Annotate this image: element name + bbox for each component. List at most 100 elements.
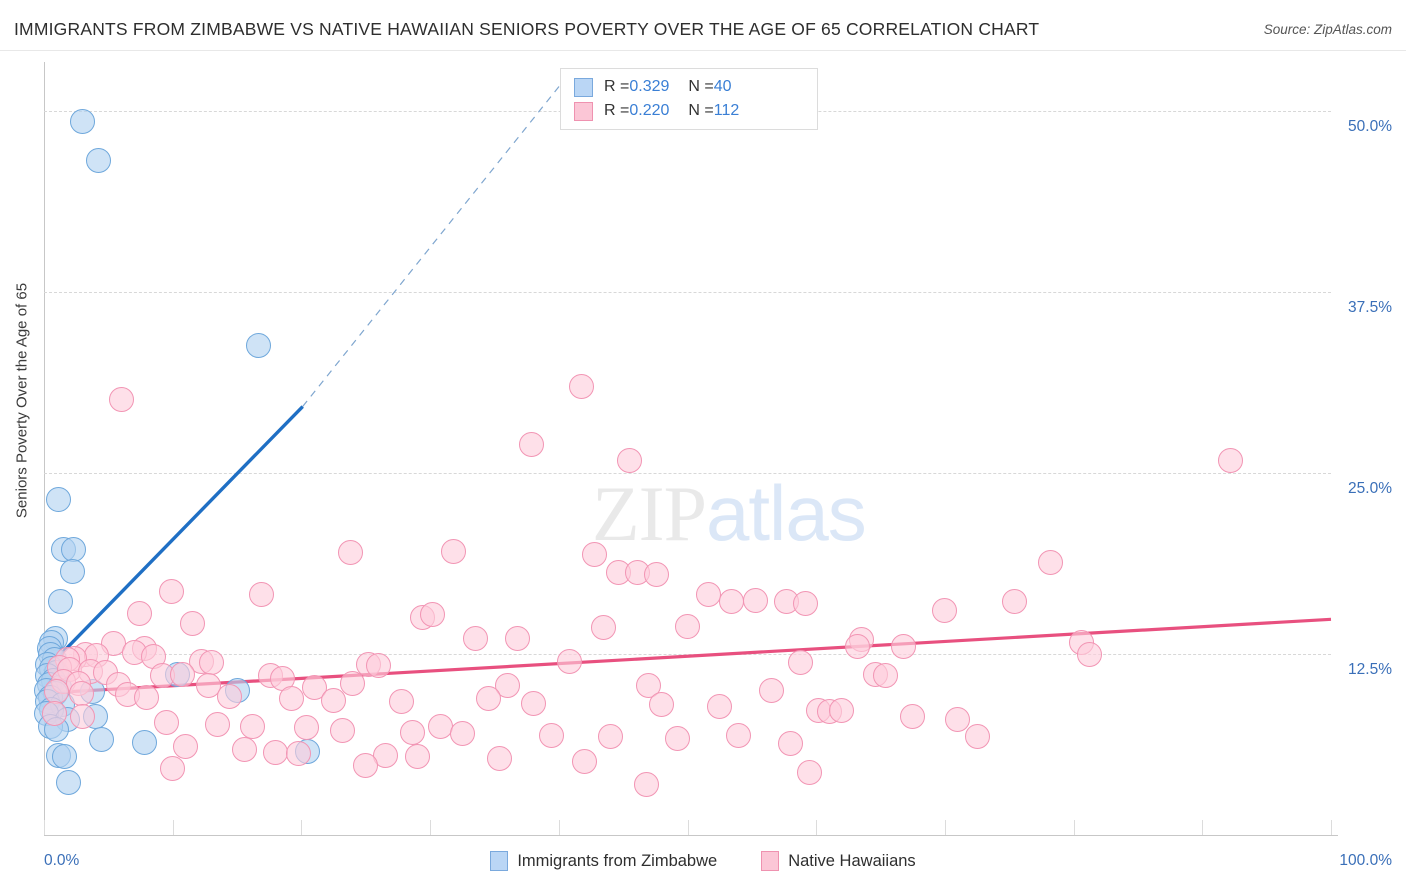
scatter-point[interactable] (89, 726, 115, 752)
scatter-point[interactable] (582, 541, 608, 567)
scatter-point[interactable] (366, 653, 392, 679)
scatter-point[interactable] (520, 690, 546, 716)
scatter-point[interactable] (126, 601, 152, 627)
scatter-point[interactable] (420, 602, 446, 628)
scatter-point[interactable] (232, 737, 258, 763)
scatter-point[interactable] (1001, 589, 1027, 615)
scatter-point[interactable] (85, 147, 111, 173)
scatter-point[interactable] (70, 108, 96, 134)
scatter-point[interactable] (294, 715, 320, 741)
scatter-point[interactable] (758, 677, 784, 703)
scatter-point[interactable] (216, 683, 242, 709)
scatter-point[interactable] (475, 686, 501, 712)
scatter-point[interactable] (205, 712, 231, 738)
scatter-point[interactable] (932, 598, 958, 624)
scatter-point[interactable] (278, 686, 304, 712)
scatter-point[interactable] (494, 673, 520, 699)
scatter-point[interactable] (239, 713, 265, 739)
legend-item-hawaiians[interactable]: Native Hawaiians (761, 851, 916, 871)
scatter-point[interactable] (793, 590, 819, 616)
scatter-point[interactable] (572, 748, 598, 774)
scatter-point[interactable] (179, 611, 205, 637)
scatter-point[interactable] (777, 731, 803, 757)
scatter-point[interactable] (173, 734, 199, 760)
scatter-point[interactable] (131, 729, 157, 755)
scatter-point[interactable] (404, 744, 430, 770)
scatter-point[interactable] (108, 386, 134, 412)
scatter-point[interactable] (844, 634, 870, 660)
x-tick (687, 820, 689, 835)
scatter-point[interactable] (707, 693, 733, 719)
scatter-point[interactable] (649, 692, 675, 718)
scatter-point[interactable] (538, 722, 564, 748)
x-tick (301, 820, 303, 835)
scatter-point[interactable] (891, 634, 917, 660)
correlation-stats-box: R = 0.329 N = 40 R = 0.220 N = 112 (560, 68, 818, 130)
scatter-point[interactable] (45, 486, 71, 512)
scatter-point[interactable] (170, 661, 196, 687)
scatter-point[interactable] (134, 684, 160, 710)
scatter-point[interactable] (1076, 641, 1102, 667)
scatter-point[interactable] (569, 373, 595, 399)
legend-swatch-hawaiians (761, 851, 780, 871)
scatter-point[interactable] (873, 663, 899, 689)
scatter-point[interactable] (695, 582, 721, 608)
scatter-point[interactable] (52, 744, 78, 770)
scatter-point[interactable] (321, 687, 347, 713)
scatter-point[interactable] (505, 625, 531, 651)
scatter-point[interactable] (449, 721, 475, 747)
scatter-point[interactable] (945, 706, 971, 732)
scatter-point[interactable] (41, 700, 67, 726)
scatter-point[interactable] (48, 589, 74, 615)
scatter-point[interactable] (55, 770, 81, 796)
scatter-point[interactable] (664, 725, 690, 751)
scatter-point[interactable] (644, 561, 670, 587)
scatter-point[interactable] (964, 724, 990, 750)
scatter-point[interactable] (61, 537, 87, 563)
scatter-point[interactable] (788, 650, 814, 676)
scatter-point[interactable] (330, 718, 356, 744)
scatter-point[interactable] (591, 615, 617, 641)
scatter-point[interactable] (726, 722, 752, 748)
scatter-point[interactable] (487, 745, 513, 771)
scatter-point[interactable] (718, 589, 744, 615)
x-axis-line (44, 835, 1338, 836)
scatter-point[interactable] (399, 719, 425, 745)
scatter-point[interactable] (675, 614, 700, 640)
scatter-point[interactable] (68, 680, 94, 706)
x-axis-min-label: 0.0% (44, 852, 80, 869)
scatter-point[interactable] (263, 739, 289, 765)
scatter-point[interactable] (556, 648, 582, 674)
scatter-point[interactable] (900, 703, 926, 729)
scatter-point[interactable] (160, 755, 186, 781)
scatter-point[interactable] (198, 650, 224, 676)
scatter-point[interactable] (153, 709, 179, 735)
x-tick (172, 820, 174, 835)
scatter-point[interactable] (59, 559, 85, 585)
scatter-point[interactable] (633, 771, 659, 797)
scatter-point[interactable] (797, 760, 823, 786)
scatter-point[interactable] (462, 625, 488, 651)
scatter-point[interactable] (158, 579, 184, 605)
scatter-point[interactable] (249, 582, 274, 608)
scatter-point[interactable] (44, 679, 70, 705)
scatter-point[interactable] (1218, 447, 1244, 473)
scatter-point[interactable] (440, 538, 466, 564)
scatter-point[interactable] (597, 724, 623, 750)
scatter-point[interactable] (389, 689, 415, 715)
scatter-point[interactable] (1037, 550, 1063, 576)
scatter-point[interactable] (286, 741, 312, 767)
legend-item-zimbabwe[interactable]: Immigrants from Zimbabwe (490, 851, 717, 871)
scatter-point[interactable] (743, 587, 769, 613)
scatter-point[interactable] (340, 670, 366, 696)
scatter-point[interactable] (829, 698, 855, 723)
stats-swatch-zimbabwe (574, 77, 593, 97)
scatter-point[interactable] (337, 540, 363, 566)
stats-n-label-hawaiians: N = (688, 102, 714, 119)
scatter-point[interactable] (246, 333, 272, 359)
scatter-point[interactable] (617, 447, 643, 473)
scatter-point[interactable] (353, 753, 379, 779)
scatter-point[interactable] (70, 703, 96, 729)
scatter-point[interactable] (519, 431, 545, 457)
